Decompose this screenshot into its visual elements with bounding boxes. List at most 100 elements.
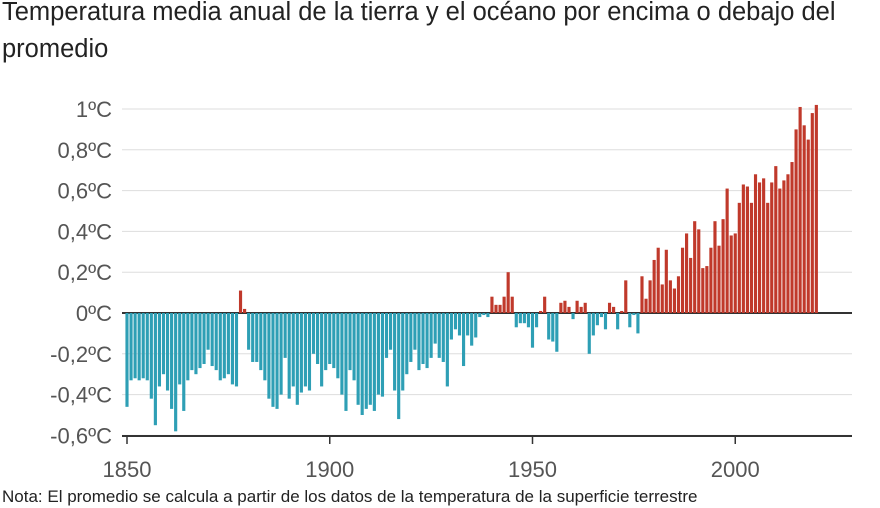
y-tick-label: 1ºC <box>76 97 112 122</box>
bar-1937 <box>478 313 482 318</box>
bar-1994 <box>709 247 713 313</box>
bar-1892 <box>295 313 299 405</box>
bar-1971 <box>616 313 620 330</box>
bar-1855 <box>145 313 149 381</box>
bar-2018 <box>806 139 810 313</box>
bar-1874 <box>222 313 226 379</box>
bar-1920 <box>409 313 413 362</box>
bar-1959 <box>567 306 571 313</box>
bar-1853 <box>137 313 141 381</box>
y-axis-ticks: 1ºC 0,8ºC 0,6ºC 0,4ºC 0,2ºC 0ºC -0,2ºC -0,4ºC -0… <box>50 97 112 448</box>
bar-1956 <box>555 313 559 352</box>
bar-2006 <box>758 182 762 313</box>
bar-1972 <box>620 310 624 313</box>
bar-1877 <box>234 313 239 387</box>
bar-1866 <box>190 313 194 371</box>
bar-1962 <box>579 306 583 313</box>
chart-note: Nota: El promedio se calcula a partir de… <box>2 487 698 506</box>
bar-1927 <box>437 313 441 358</box>
bar-1878 <box>238 290 243 313</box>
bar-2005 <box>753 174 758 313</box>
bar-1941 <box>494 304 498 313</box>
bar-1963 <box>583 302 587 313</box>
bar-1852 <box>133 313 137 379</box>
bar-1888 <box>279 313 283 395</box>
bar-1931 <box>453 313 458 330</box>
bar-1884 <box>263 313 267 381</box>
bar-1961 <box>575 300 579 313</box>
bar-1907 <box>356 313 360 405</box>
bar-1854 <box>141 313 145 379</box>
x-tick-label: 1950 <box>508 457 557 482</box>
bar-1875 <box>226 313 230 375</box>
x-tick-label: 1850 <box>103 457 152 482</box>
bar-2019 <box>810 113 814 313</box>
bar-1903 <box>340 313 344 395</box>
bar-1987 <box>680 247 685 313</box>
bar-1885 <box>267 313 271 399</box>
bar-2011 <box>778 188 782 313</box>
bar-2020 <box>814 104 818 313</box>
bar-1894 <box>303 313 307 387</box>
bar-1950 <box>530 313 535 348</box>
x-axis-ticks: 1850 1900 1950 2000 <box>103 436 760 482</box>
bar-1993 <box>705 266 709 313</box>
bar-1964 <box>587 313 591 354</box>
bar-1935 <box>470 313 474 346</box>
bar-1924 <box>425 313 429 369</box>
bar-1869 <box>202 313 206 364</box>
bar-1925 <box>429 313 433 358</box>
bar-2013 <box>786 174 790 313</box>
bar-1923 <box>421 313 425 364</box>
bar-1990 <box>693 221 697 313</box>
bar-1850 <box>125 313 129 407</box>
bar-1889 <box>283 313 287 358</box>
x-tick-label: 2000 <box>711 457 760 482</box>
bar-1967 <box>599 313 604 318</box>
bar-1946 <box>514 313 518 328</box>
bar-1901 <box>332 313 336 369</box>
bar-1957 <box>559 302 563 313</box>
bar-1968 <box>603 313 608 330</box>
bar-1999 <box>729 235 733 313</box>
bar-1936 <box>474 313 478 338</box>
bar-1905 <box>348 313 352 371</box>
bar-1883 <box>259 313 263 371</box>
bar-1880 <box>247 313 251 350</box>
bar-1947 <box>518 313 522 324</box>
bar-1998 <box>725 188 729 313</box>
bar-1862 <box>174 313 178 432</box>
bar-1908 <box>360 313 364 415</box>
bar-1909 <box>364 313 368 409</box>
bar-1868 <box>198 313 202 369</box>
bar-1988 <box>685 233 689 313</box>
bar-2001 <box>737 202 741 313</box>
bar-1864 <box>182 313 186 411</box>
bar-1974 <box>628 313 632 328</box>
bar-2015 <box>794 129 798 313</box>
bar-1863 <box>178 313 182 385</box>
bar-1893 <box>299 313 303 393</box>
bar-1858 <box>157 313 162 387</box>
bar-1910 <box>368 313 372 405</box>
bar-1916 <box>393 313 397 391</box>
bar-1926 <box>433 313 437 344</box>
bar-1979 <box>648 280 652 313</box>
bar-1949 <box>526 313 531 328</box>
bar-1900 <box>328 313 332 364</box>
bar-1992 <box>701 268 705 313</box>
bar-1898 <box>320 313 324 387</box>
bar-1960 <box>571 313 575 320</box>
bar-1970 <box>612 306 616 313</box>
x-tick-label: 1900 <box>305 457 354 482</box>
bar-2017 <box>802 125 806 313</box>
bar-1917 <box>397 313 401 420</box>
bar-1915 <box>389 313 393 350</box>
bar-1982 <box>660 284 664 313</box>
bar-1991 <box>697 229 701 313</box>
bar-1867 <box>194 313 198 375</box>
bar-1981 <box>656 247 660 313</box>
bar-1876 <box>230 313 234 385</box>
bar-1912 <box>376 313 380 395</box>
bar-1921 <box>413 313 417 350</box>
